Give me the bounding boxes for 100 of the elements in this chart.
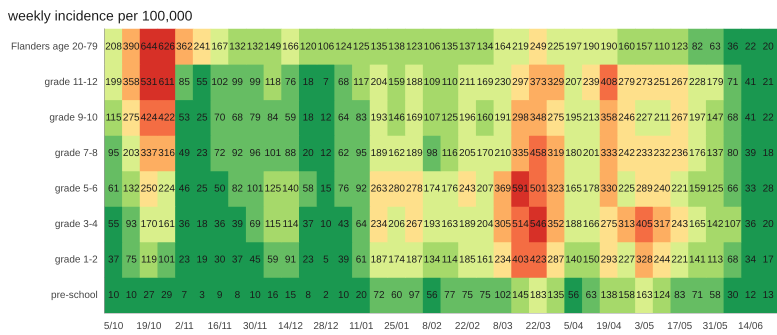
data-label: 72: [214, 148, 226, 159]
data-label: 240: [654, 183, 671, 194]
data-label: 10: [108, 290, 120, 301]
data-label: 43: [338, 218, 350, 230]
data-label: 23: [302, 254, 314, 266]
data-label: 37: [302, 218, 314, 230]
data-label: 36: [727, 41, 739, 52]
data-label: 8: [305, 290, 312, 301]
data-label: 267: [406, 218, 424, 230]
data-label: 37: [232, 254, 244, 266]
data-label: 234: [494, 254, 512, 266]
data-label: 165: [565, 183, 582, 194]
data-label: 170: [476, 148, 494, 159]
data-label: 242: [618, 148, 636, 159]
data-label: 23: [196, 148, 208, 159]
data-label: 124: [654, 290, 671, 301]
data-label: 63: [710, 41, 722, 52]
data-label: 390: [122, 41, 140, 52]
data-label: 179: [706, 76, 724, 88]
data-label: 458: [530, 148, 547, 159]
data-label: 228: [689, 76, 706, 88]
data-label: 29: [161, 290, 173, 301]
data-label: 12: [320, 112, 332, 124]
x-tick-label: 30/11: [242, 320, 268, 332]
data-label: 167: [211, 41, 228, 52]
data-label: 163: [636, 290, 654, 301]
data-label: 56: [568, 290, 580, 301]
data-label: 138: [388, 41, 406, 52]
data-label: 137: [459, 41, 476, 52]
data-label: 22: [744, 41, 756, 52]
data-label: 211: [654, 112, 670, 124]
data-label: 114: [442, 254, 458, 266]
data-label: 92: [356, 183, 368, 194]
data-label: 13: [762, 290, 774, 301]
data-label: 193: [370, 112, 388, 124]
data-label: 246: [618, 112, 636, 124]
data-label: 297: [512, 76, 530, 88]
data-label: 76: [338, 183, 350, 194]
data-label: 207: [476, 183, 494, 194]
data-label: 204: [370, 76, 388, 88]
x-tick-label: 28/12: [313, 320, 339, 332]
data-label: 21: [762, 76, 774, 88]
data-label: 644: [140, 41, 158, 52]
data-label: 358: [600, 112, 618, 124]
data-label: 145: [512, 290, 530, 301]
data-label: 176: [689, 148, 706, 159]
data-label: 225: [618, 183, 636, 194]
x-tick-label: 31/05: [702, 320, 728, 332]
data-label: 102: [494, 290, 512, 301]
data-label: 335: [512, 148, 530, 159]
data-label: 5: [323, 254, 330, 266]
data-label: 98: [426, 148, 438, 159]
y-tick-label: grade 3-4: [54, 218, 98, 230]
data-label: 501: [530, 183, 547, 194]
data-label: 159: [689, 183, 706, 194]
data-label: 219: [512, 41, 530, 52]
x-tick-label: 14/06: [738, 320, 764, 332]
data-label: 75: [480, 290, 492, 301]
data-label: 39: [338, 254, 350, 266]
data-label: 115: [264, 218, 282, 230]
data-label: 531: [140, 76, 158, 88]
data-label: 101: [246, 183, 264, 194]
data-label: 20: [302, 148, 314, 159]
data-label: 20: [356, 290, 368, 301]
data-label: 19: [196, 254, 208, 266]
data-label: 289: [636, 183, 654, 194]
data-label: 293: [600, 254, 618, 266]
y-tick-label: grade 9-10: [49, 112, 98, 124]
data-label: 142: [706, 218, 724, 230]
data-label: 221: [671, 183, 688, 194]
data-label: 249: [530, 41, 547, 52]
data-label: 106: [318, 41, 335, 52]
data-label: 93: [126, 218, 138, 230]
data-label: 189: [406, 148, 424, 159]
data-label: 69: [250, 218, 262, 230]
data-label: 60: [391, 290, 403, 301]
data-label: 196: [459, 112, 476, 124]
data-label: 7: [182, 290, 188, 301]
data-label: 278: [406, 183, 424, 194]
data-label: 166: [282, 41, 300, 52]
data-label: 164: [494, 41, 512, 52]
data-label: 161: [476, 254, 494, 266]
data-label: 59: [284, 112, 296, 124]
x-tick-label: 2/11: [174, 320, 194, 332]
data-label: 84: [267, 112, 279, 124]
data-label: 135: [370, 41, 388, 52]
data-label: 101: [158, 254, 176, 266]
data-label: 97: [408, 290, 420, 301]
data-label: 169: [476, 76, 494, 88]
data-label: 317: [654, 218, 671, 230]
data-label: 25: [196, 112, 208, 124]
data-label: 280: [388, 183, 406, 194]
x-tick-label: 22/02: [454, 320, 480, 332]
data-label: 161: [158, 218, 176, 230]
data-label: 33: [744, 183, 756, 194]
data-label: 34: [744, 254, 756, 266]
data-label: 96: [250, 148, 262, 159]
data-label: 125: [352, 41, 370, 52]
data-label: 159: [388, 76, 406, 88]
data-label: 107: [724, 218, 742, 230]
